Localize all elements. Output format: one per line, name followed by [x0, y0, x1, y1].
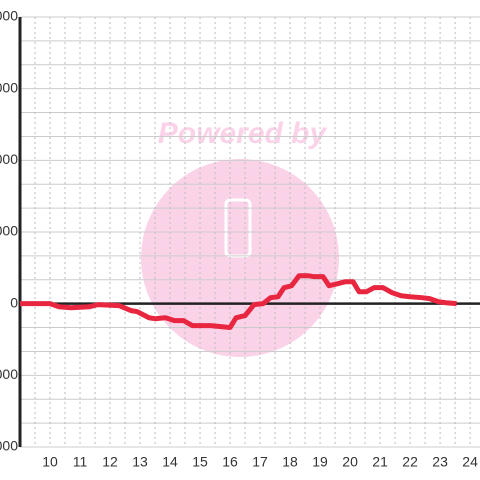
x-tick-label: 17: [252, 454, 268, 470]
x-tick-label: 24: [462, 454, 478, 470]
y-tick-label: 12,000: [0, 8, 18, 24]
watermark-text: Powered by: [158, 117, 328, 150]
x-tick-label: 13: [132, 454, 148, 470]
y-tick-label: -6,000: [0, 438, 18, 454]
x-tick-label: 15: [192, 454, 208, 470]
y-tick-label: 6,000: [0, 151, 18, 167]
y-tick-label: -3,000: [0, 366, 18, 382]
y-tick-label: 3,000: [0, 223, 18, 239]
x-tick-label: 22: [402, 454, 418, 470]
data-line: [20, 273, 457, 331]
x-tick-label: 21: [372, 454, 388, 470]
x-tick-label: 23: [432, 454, 448, 470]
y-tick-label: 9,000: [0, 79, 18, 95]
x-tick-label: 19: [312, 454, 328, 470]
x-tick-label: 14: [162, 454, 178, 470]
x-tick-label: 10: [42, 454, 58, 470]
x-tick-label: 18: [282, 454, 298, 470]
x-tick-label: 12: [102, 454, 118, 470]
x-tick-label: 20: [342, 454, 358, 470]
x-tick-label: 11: [73, 454, 88, 470]
y-tick-label: 0: [10, 294, 18, 310]
x-tick-label: 16: [222, 454, 238, 470]
